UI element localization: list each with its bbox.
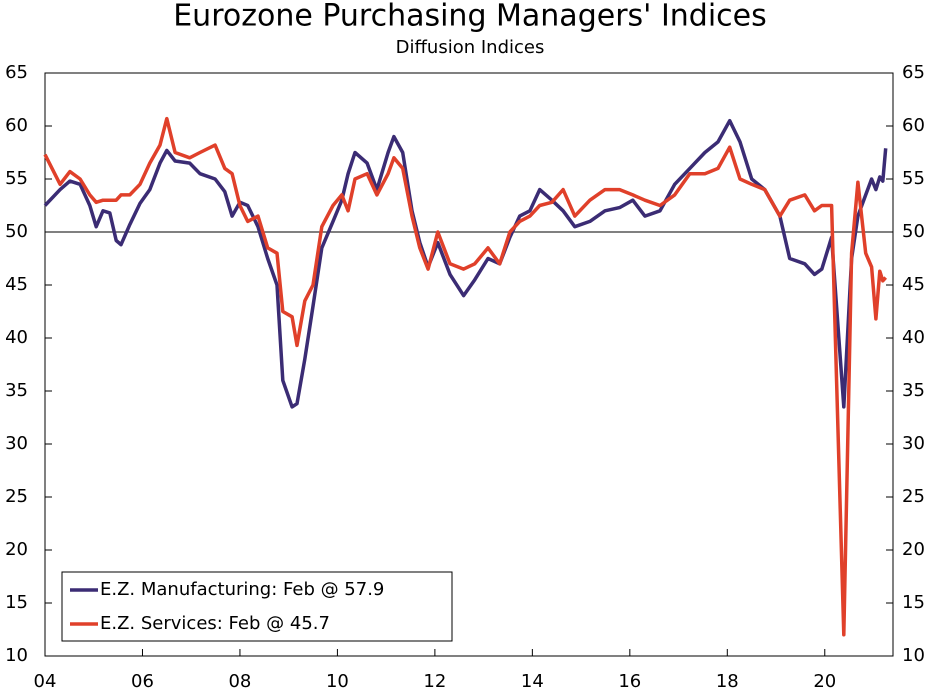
x-tick-label: 10 (326, 671, 349, 692)
y2-tick-label: 60 (902, 115, 925, 136)
y2-tick-label: 15 (902, 592, 925, 613)
y-tick-label: 40 (5, 327, 28, 348)
y2-tick-label: 30 (902, 433, 925, 454)
y-tick-label: 55 (5, 168, 28, 189)
series-line (43, 116, 887, 637)
y2-tick-label: 35 (902, 380, 925, 401)
chart-subtitle: Diffusion Indices (396, 37, 545, 58)
x-tick-label: 16 (618, 671, 641, 692)
y2-tick-label: 20 (902, 539, 925, 560)
x-tick-label: 20 (813, 671, 836, 692)
x-tick-label: 18 (716, 671, 739, 692)
y-tick-label: 30 (5, 433, 28, 454)
x-tick-label: 12 (423, 671, 446, 692)
y-tick-label: 60 (5, 115, 28, 136)
y-tick-label: 35 (5, 380, 28, 401)
y-tick-label: 50 (5, 221, 28, 242)
x-tick-label: 08 (228, 671, 251, 692)
legend-label: E.Z. Manufacturing: Feb @ 57.9 (100, 579, 384, 600)
y-tick-label: 65 (5, 62, 28, 83)
plot-frame (44, 72, 894, 657)
y2-tick-label: 45 (902, 274, 925, 295)
y-tick-label: 15 (5, 592, 28, 613)
y2-tick-label: 25 (902, 486, 925, 507)
x-tick-label: 04 (34, 671, 57, 692)
y2-tick-label: 10 (902, 645, 925, 666)
legend-box (61, 571, 453, 642)
y-tick-label: 45 (5, 274, 28, 295)
chart-title: Eurozone Purchasing Managers' Indices (173, 0, 767, 34)
legend-label: E.Z. Services: Feb @ 45.7 (100, 613, 330, 634)
y-tick-label: 25 (5, 486, 28, 507)
y2-tick-label: 55 (902, 168, 925, 189)
x-tick-label: 06 (131, 671, 154, 692)
y-tick-label: 20 (5, 539, 28, 560)
series-line (43, 118, 888, 409)
y2-tick-label: 65 (902, 62, 925, 83)
x-tick-label: 14 (521, 671, 544, 692)
y2-tick-label: 50 (902, 221, 925, 242)
y-tick-label: 10 (5, 645, 28, 666)
y2-tick-label: 40 (902, 327, 925, 348)
